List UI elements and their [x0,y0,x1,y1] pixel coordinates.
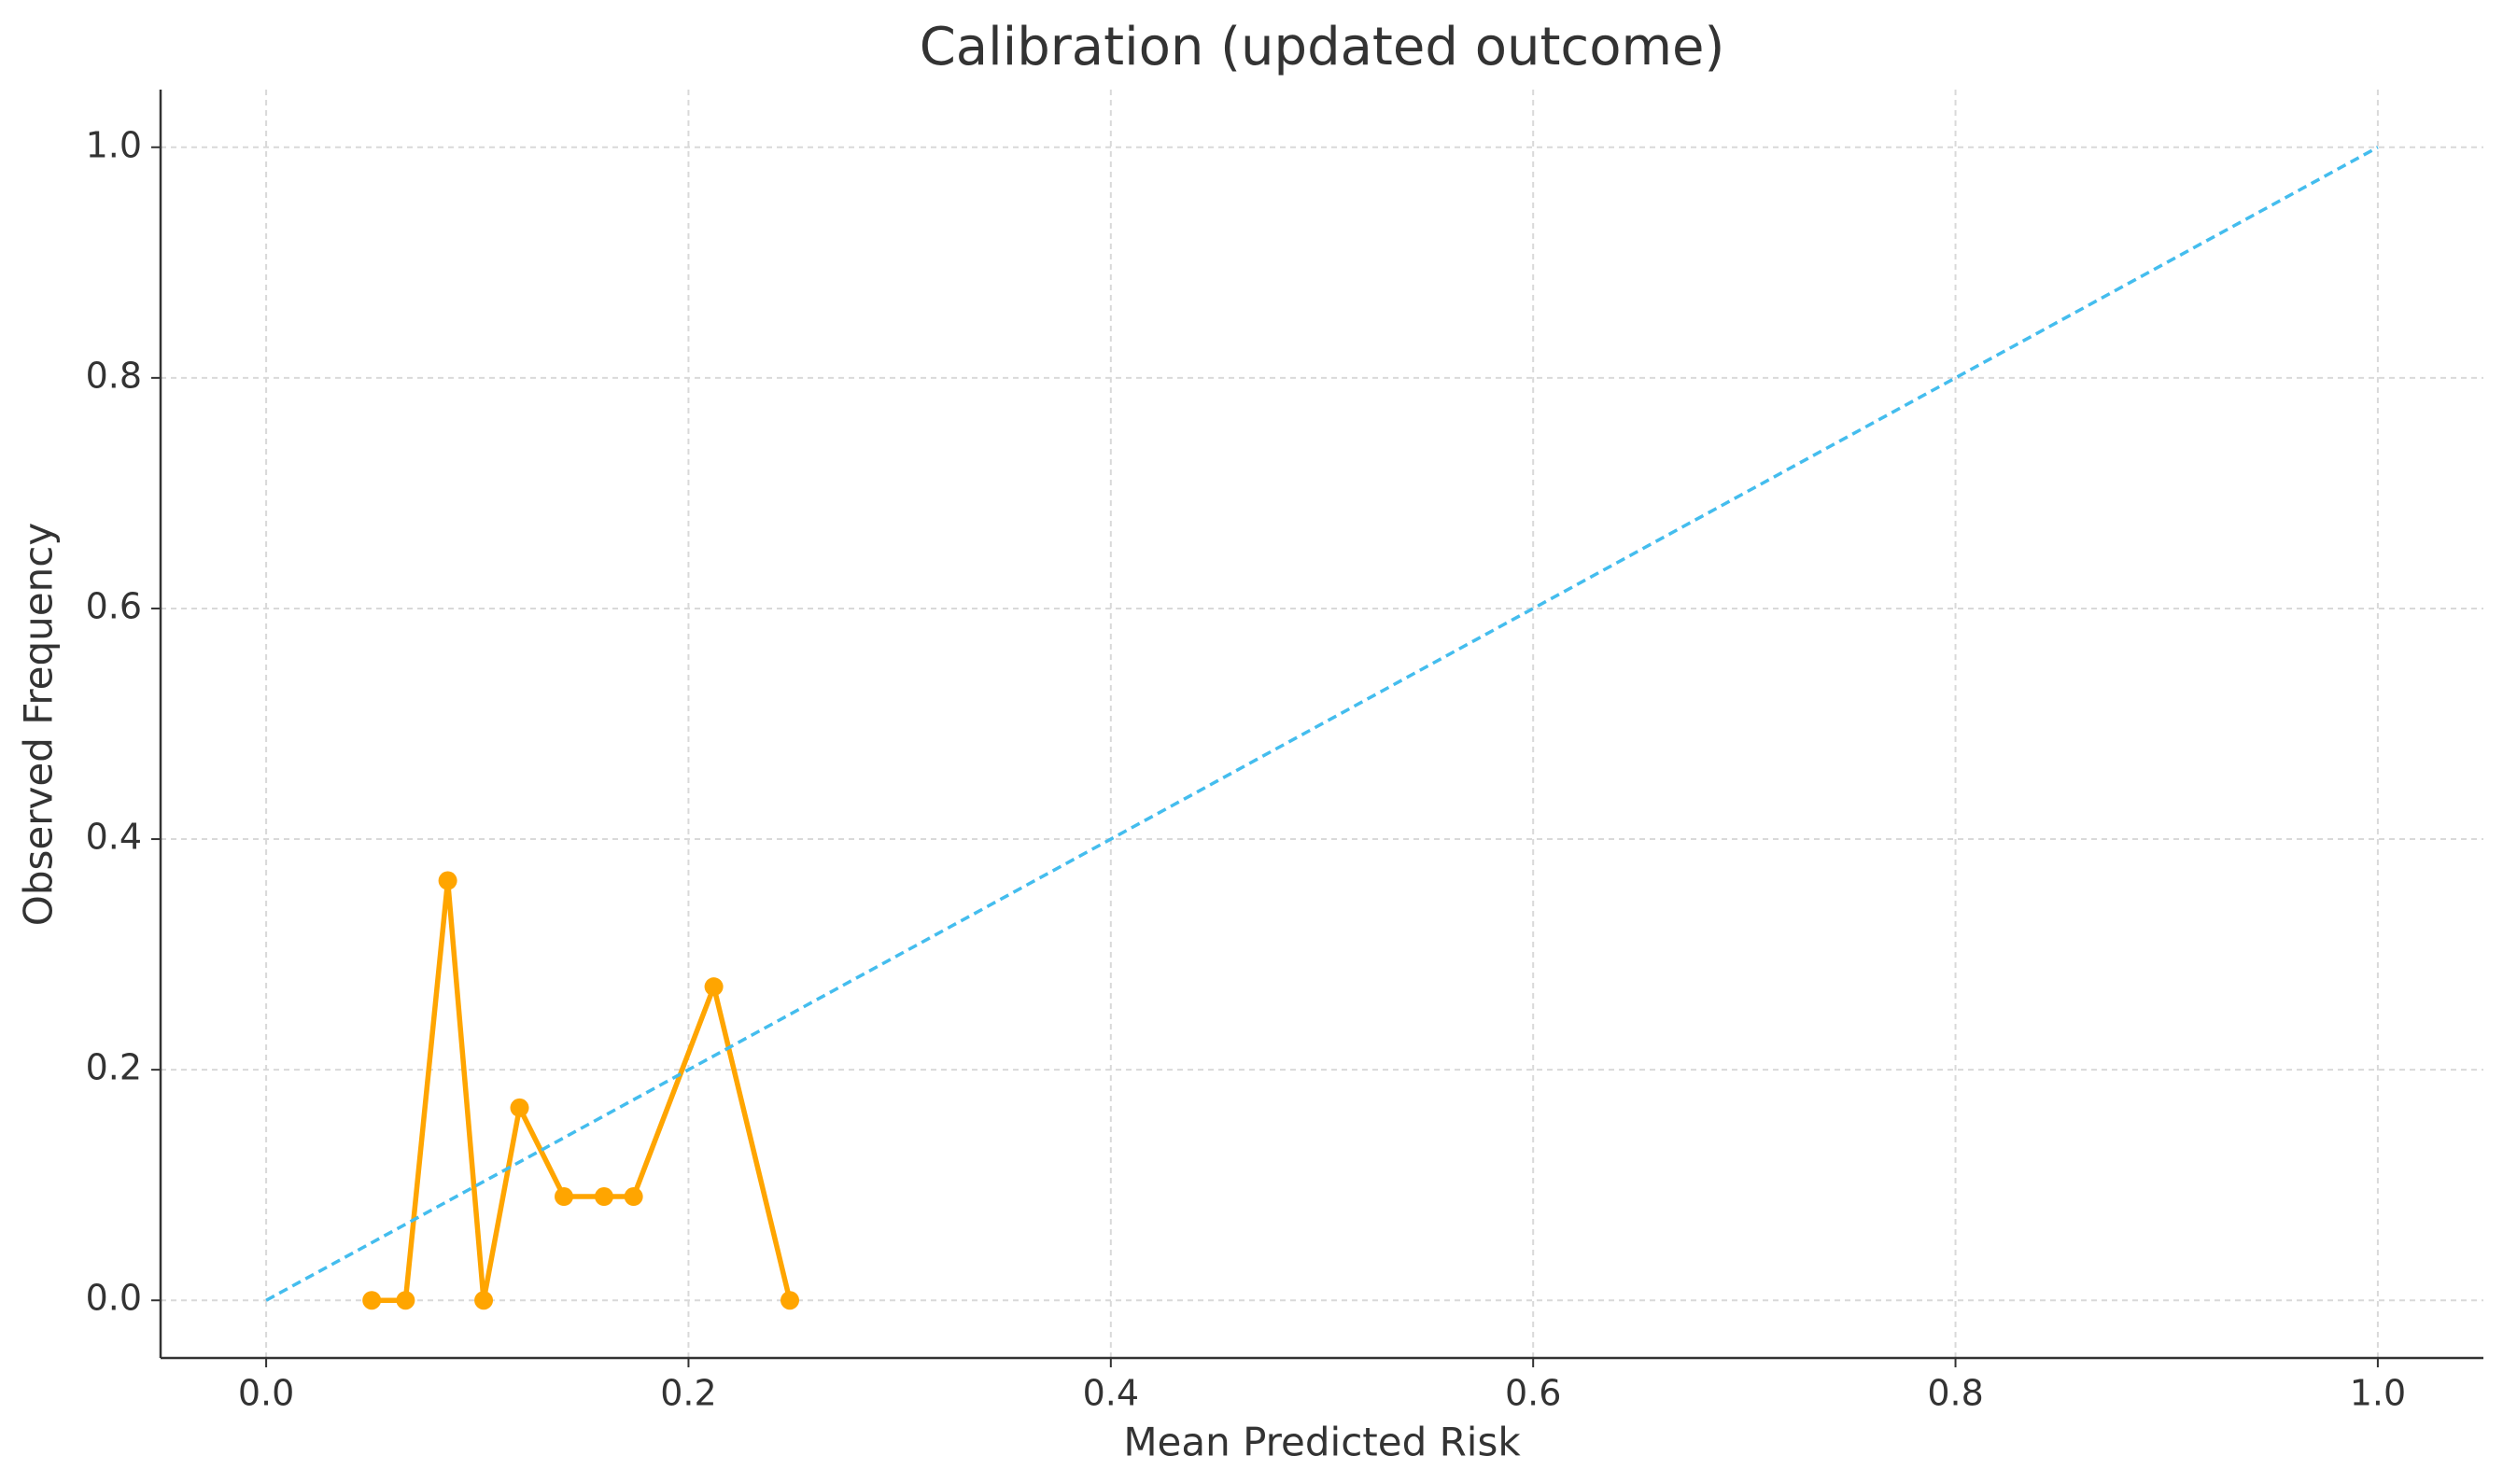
x-tick-label: 0.8 [1927,1373,1983,1414]
marker [474,1291,494,1310]
series-line [372,877,793,1303]
marker [362,1291,382,1310]
y-tick-label: 0.4 [86,817,142,858]
y-tick-label: 1.0 [86,124,142,165]
marker [594,1187,613,1207]
x-tick-label: 1.0 [2350,1373,2406,1414]
marker [438,871,457,890]
marker [396,1291,415,1310]
y-tick-label: 0.6 [86,585,142,626]
marker [510,1098,529,1117]
x-tick-label: 0.6 [1505,1373,1561,1414]
x-tick-label: 0.0 [238,1373,294,1414]
chart-title: Calibration (updated outcome) [920,17,1725,77]
y-tick-label: 0.8 [86,355,142,396]
y-tick-label: 0.2 [86,1047,142,1088]
marker [780,1291,800,1310]
series-line [265,146,2379,1302]
x-tick-label: 0.4 [1083,1373,1139,1414]
marker [555,1187,574,1207]
marker [704,977,724,997]
x-tick-label: 0.2 [660,1373,716,1414]
y-axis-label: Observed Frequency [16,523,62,926]
y-tick-label: 0.0 [86,1278,142,1319]
x-axis-label: Mean Predicted Risk [1123,1420,1521,1465]
marker [624,1187,643,1207]
